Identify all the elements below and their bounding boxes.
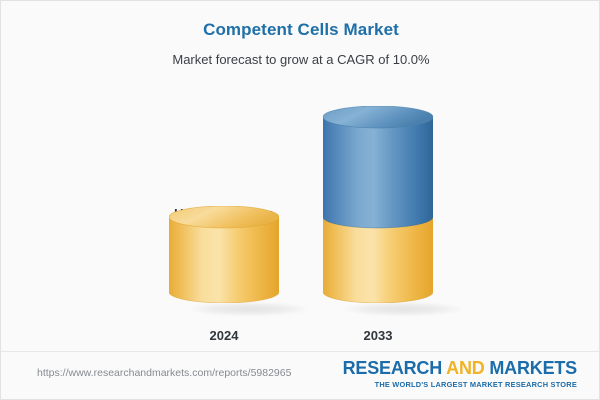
bar-shadow-2024 [189, 302, 309, 316]
logo-word-markets: MARKETS [489, 358, 577, 378]
cylinder-2033 [322, 105, 434, 308]
report-url[interactable]: https://www.researchandmarkets.com/repor… [37, 367, 292, 379]
category-label-2033: 2033 [363, 328, 393, 343]
chart-plot-area: USD 2.25 Billion [1, 81, 599, 346]
cylinder-2024 [168, 205, 280, 308]
research-and-markets-logo[interactable]: RESEARCH AND MARKETS THE WORLD'S LARGEST… [342, 358, 578, 389]
logo-word-research: RESEARCH [342, 358, 443, 378]
logo-wordmark: RESEARCH AND MARKETS [342, 358, 578, 378]
chart-subtitle: Market forecast to grow at a CAGR of 10.… [172, 52, 430, 67]
cylinder-2033-svg [322, 105, 434, 304]
logo-word-and: AND [446, 358, 485, 378]
category-label-2024: 2024 [209, 328, 239, 343]
cylinder-2024-svg [168, 205, 280, 304]
logo-tagline: THE WORLD'S LARGEST MARKET RESEARCH STOR… [374, 380, 577, 389]
footer-divider [1, 351, 599, 352]
bar-shadow-2033 [343, 302, 463, 316]
page-title: Competent Cells Market [203, 20, 399, 39]
